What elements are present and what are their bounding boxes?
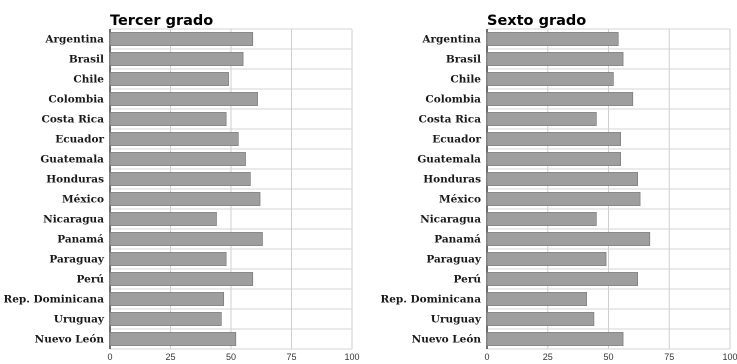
bar — [109, 32, 254, 46]
bar — [109, 252, 227, 266]
category-label: Guatemala — [40, 154, 104, 166]
category-label: Panamá — [57, 234, 104, 246]
category-label: Nicaragua — [43, 214, 104, 226]
category-label: Nuevo León — [35, 334, 105, 346]
category-label: Colombia — [48, 94, 104, 106]
chart-title: Sexto grado — [487, 13, 586, 29]
category-label: Panamá — [434, 234, 481, 246]
bar — [486, 312, 595, 326]
category-label: Honduras — [46, 174, 104, 186]
bar — [486, 212, 597, 226]
category-label: Ecuador — [432, 134, 481, 146]
x-tick-label: 50 — [603, 352, 613, 362]
bar — [109, 232, 263, 246]
bar — [109, 172, 251, 186]
bar — [109, 152, 246, 166]
category-label: Argentina — [44, 34, 104, 46]
bar — [486, 252, 607, 266]
bar — [109, 132, 239, 146]
category-label: México — [439, 194, 481, 206]
bar — [486, 92, 634, 106]
category-label: Brasil — [69, 54, 104, 66]
bar — [109, 312, 222, 326]
x-tick-label: 100 — [722, 352, 737, 362]
category-label: Paraguay — [49, 254, 105, 266]
x-tick-label: 0 — [107, 352, 112, 362]
bar — [486, 52, 624, 66]
bar — [109, 72, 229, 86]
category-label: Perú — [77, 274, 105, 286]
x-tick-label: 75 — [664, 352, 674, 362]
x-tick-label: 25 — [165, 352, 175, 362]
chart-panel-2: Sexto grado 0 25 50 75 100 Argentina Brasil Chil… — [380, 13, 737, 362]
category-label: Uruguay — [54, 314, 105, 326]
category-label: Nuevo León — [412, 334, 482, 346]
chart-panel-1: Tercer grado 0 25 50 75 100 Argentina Brasil Chi… — [3, 13, 359, 362]
x-tick-label: 25 — [543, 352, 553, 362]
bar — [486, 72, 614, 86]
bar — [486, 192, 641, 206]
category-label: Brasil — [446, 54, 481, 66]
category-label: Perú — [454, 274, 482, 286]
category-label: Chile — [73, 74, 104, 86]
category-label: Colombia — [425, 94, 481, 106]
bar — [109, 112, 227, 126]
category-label: Nicaragua — [420, 214, 481, 226]
category-label: México — [62, 194, 104, 206]
bar — [486, 292, 587, 306]
category-label: Uruguay — [431, 314, 482, 326]
bar — [109, 332, 237, 346]
x-tick-label: 75 — [286, 352, 296, 362]
category-label: Costa Rica — [42, 114, 105, 126]
bar — [109, 92, 258, 106]
bar — [486, 32, 619, 46]
category-label: Honduras — [423, 174, 481, 186]
category-label: Argentina — [421, 34, 481, 46]
bar — [109, 272, 254, 286]
category-label: Chile — [450, 74, 481, 86]
bar — [109, 52, 244, 66]
x-tick-label: 0 — [484, 352, 489, 362]
bar — [486, 172, 638, 186]
bar — [486, 332, 624, 346]
bar — [486, 152, 621, 166]
category-label: Ecuador — [55, 134, 104, 146]
bar — [486, 132, 621, 146]
bar — [109, 212, 217, 226]
bar — [486, 272, 638, 286]
bar — [109, 192, 261, 206]
category-label: Rep. Dominicana — [380, 294, 481, 306]
category-label: Rep. Dominicana — [3, 294, 104, 306]
chart-title: Tercer grado — [110, 13, 213, 29]
x-tick-label: 100 — [344, 352, 359, 362]
category-label: Guatemala — [417, 154, 481, 166]
category-label: Paraguay — [426, 254, 482, 266]
category-label: Costa Rica — [419, 114, 482, 126]
bar — [486, 112, 597, 126]
bar — [109, 292, 225, 306]
bar — [486, 232, 651, 246]
x-tick-label: 50 — [226, 352, 236, 362]
